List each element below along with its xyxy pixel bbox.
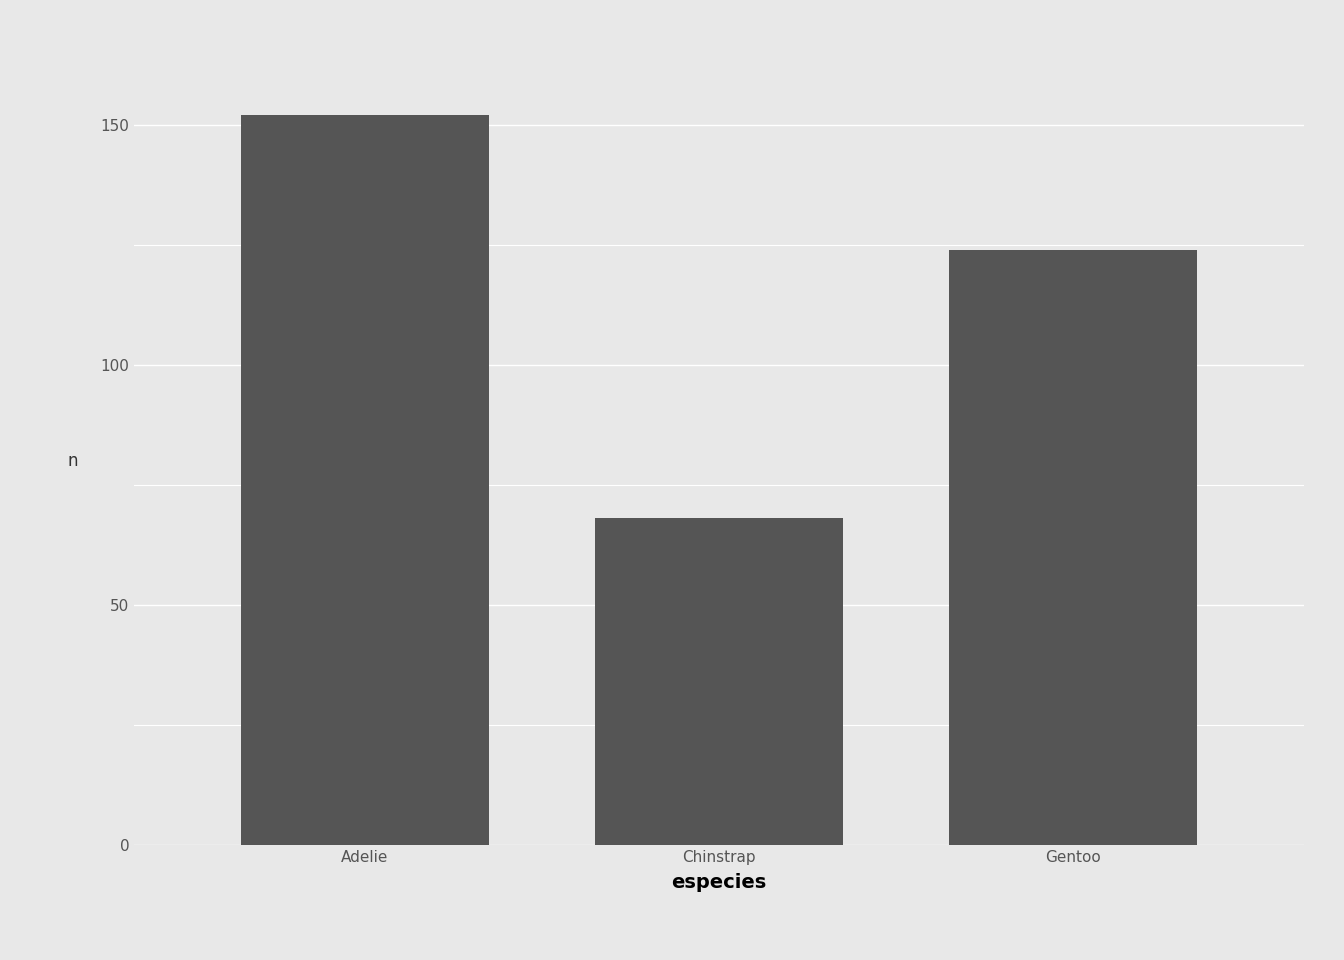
Y-axis label: n: n bbox=[67, 452, 78, 469]
Bar bbox=[241, 115, 489, 845]
Bar bbox=[949, 250, 1198, 845]
Bar bbox=[595, 518, 843, 845]
X-axis label: especies: especies bbox=[672, 873, 766, 892]
